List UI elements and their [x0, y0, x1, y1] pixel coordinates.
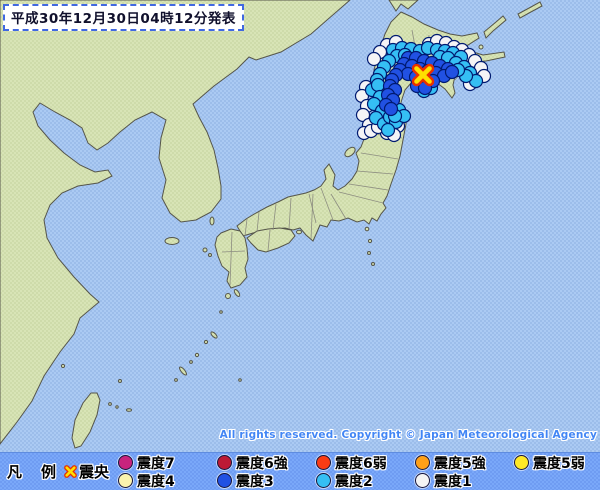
china-coast-islet	[60, 363, 66, 369]
sakishima-islet	[126, 408, 132, 412]
copyright-text: All rights reserved. Copyright © Japan M…	[219, 429, 597, 441]
iki-island	[208, 253, 212, 257]
station-circle-intensity-2	[380, 122, 396, 138]
yakushima-island	[225, 293, 231, 299]
izu-island	[364, 226, 370, 232]
ryukyu-islet	[194, 352, 200, 358]
intensity-color-dot	[217, 455, 233, 470]
legend-item-label: 震度7	[137, 455, 175, 472]
legend-bar: 凡 例 震央 震度7 震度4 震度6強 震度3 震度6弱 震度2 震度5強 震度1 震度5弱	[0, 452, 600, 490]
legend-item-label: 震度6弱	[335, 455, 387, 472]
taiwan	[71, 392, 101, 449]
intensity-color-dot	[316, 473, 332, 488]
intensity-station-circles	[354, 33, 492, 143]
izu-island	[371, 262, 375, 266]
station-circle-intensity-1	[366, 51, 382, 67]
legend-item-label: 震度1	[434, 473, 472, 490]
legend-item-label: 震度5弱	[533, 455, 585, 472]
mainland-asia	[0, 0, 351, 445]
intensity-color-dot	[514, 455, 530, 470]
legend-item: 震度6弱	[316, 454, 415, 472]
landmasses	[0, 0, 543, 449]
ryukyu-islet	[219, 310, 223, 314]
ryukyu-islet	[203, 339, 209, 345]
intensity-color-dot	[118, 473, 134, 488]
legend-item-label: 震度2	[335, 473, 373, 490]
legend-item: 震度1	[415, 472, 514, 490]
legend-item: 震度3	[217, 472, 316, 490]
legend-item-label: 震度6強	[236, 455, 288, 472]
izu-island	[367, 238, 373, 244]
epicenter-icon	[411, 63, 435, 87]
ryukyu-islet	[189, 360, 193, 364]
station-circle-intensity-3	[383, 101, 399, 117]
legend-item: 震度4	[118, 472, 217, 490]
amami-island	[210, 331, 218, 339]
sakishima-islet	[115, 405, 119, 409]
goto-islands	[202, 247, 208, 253]
sado-island	[344, 146, 356, 158]
shikoku	[246, 227, 296, 253]
izu-island	[367, 251, 371, 255]
legend-title: 凡 例	[7, 463, 59, 481]
okinawa-island	[179, 366, 187, 376]
legend-epicenter-key: 震央	[64, 461, 109, 482]
sakishima-islet	[108, 402, 112, 406]
shikotan-island	[478, 44, 484, 50]
kunashiri-island	[483, 15, 507, 39]
tsushima-island	[209, 216, 215, 226]
intensity-color-dot	[415, 473, 431, 488]
legend-item-label: 震度3	[236, 473, 274, 490]
legend-item-label: 震度4	[137, 473, 175, 490]
epicenter-key-label: 震央	[79, 463, 110, 481]
epicenter-key-icon	[64, 465, 77, 478]
awaji-island	[296, 229, 302, 235]
intensity-color-dot	[415, 455, 431, 470]
etorofu-island	[517, 1, 543, 19]
intensity-color-dot	[316, 455, 332, 470]
sakishima-islet	[118, 379, 122, 383]
station-circle-intensity-3	[444, 64, 460, 80]
legend-item: 震度7	[118, 454, 217, 472]
legend-item-label: 震度5強	[434, 455, 486, 472]
announcement-text: 平成30年12月30日04時12分発表	[11, 11, 236, 27]
intensity-color-dot	[217, 473, 233, 488]
sakhalin	[388, 0, 419, 12]
jeju-island	[164, 237, 180, 245]
legend-item: 震度5弱	[514, 454, 600, 472]
legend-item: 震度6強	[217, 454, 316, 472]
legend-items: 震度7 震度4 震度6強 震度3 震度6弱 震度2 震度5強 震度1 震度5弱	[118, 454, 600, 490]
daito-islet	[238, 378, 242, 382]
legend-item: 震度2	[316, 472, 415, 490]
legend-item: 震度5強	[415, 454, 514, 472]
station-circle-intensity-2	[370, 77, 386, 93]
tanegashima-island	[233, 289, 241, 297]
ryukyu-islet	[174, 378, 178, 382]
kyushu	[214, 228, 249, 289]
announcement-box: 平成30年12月30日04時12分発表	[3, 4, 244, 31]
intensity-color-dot	[118, 455, 134, 470]
